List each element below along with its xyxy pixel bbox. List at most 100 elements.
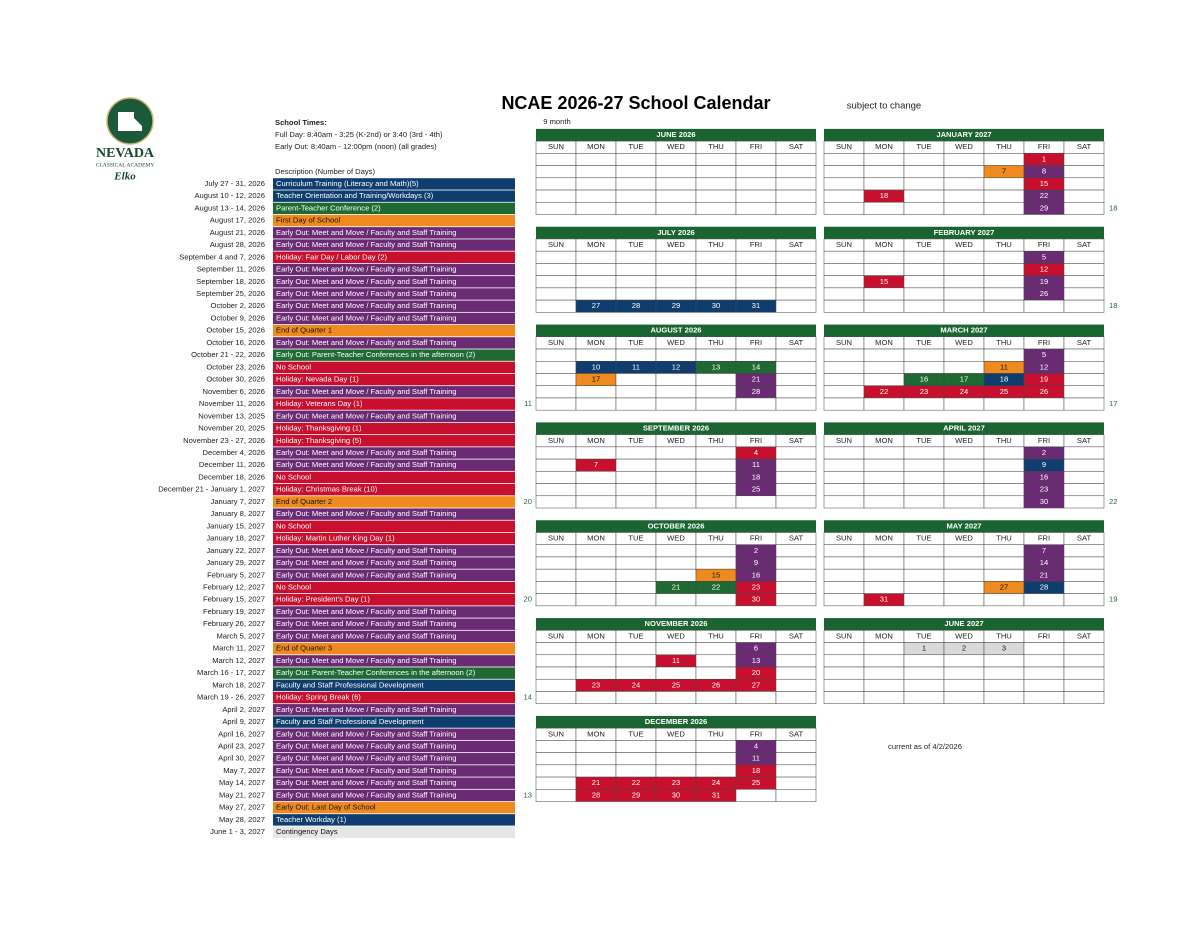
date-number: 3: [1002, 644, 1006, 653]
event-date: March 5, 2027: [216, 631, 265, 640]
date-number: 29: [552, 693, 560, 702]
event-bar: [273, 483, 515, 496]
event-bar: [273, 704, 515, 716]
day-name: FRI: [750, 729, 762, 738]
date-number: 25: [880, 203, 888, 212]
date-number: 18: [712, 179, 720, 188]
date-number: 26: [792, 778, 800, 787]
event-date: January 18, 2027: [206, 534, 265, 543]
date-number: 2: [754, 546, 758, 555]
date-number: 6: [922, 460, 926, 469]
event-date: March 19 - 26, 2027: [197, 693, 265, 702]
date-number: 28: [880, 693, 888, 702]
date-number: 16: [552, 375, 560, 384]
date-cell: [863, 153, 905, 166]
date-number: 23: [920, 387, 928, 396]
month-header: [536, 520, 816, 533]
date-number: 12: [960, 558, 968, 567]
event-bar: [273, 288, 515, 300]
event-date: May 7, 2027: [223, 766, 265, 775]
event-text: End of Quarter 2: [276, 497, 332, 506]
day-name: MON: [587, 534, 605, 543]
day-name: TUE: [628, 240, 643, 249]
date-number: 11: [1000, 265, 1008, 274]
day-name: TUE: [916, 631, 931, 640]
date-cell: [535, 446, 577, 460]
event-text: Contingency Days: [276, 827, 338, 836]
event-bar: [273, 251, 515, 264]
event-bar: [273, 202, 515, 215]
date-number: 5: [922, 167, 926, 176]
day-name: THU: [708, 631, 724, 640]
date-number: 22: [920, 680, 928, 689]
date-number: 21: [792, 668, 800, 677]
date-number: 14: [840, 277, 848, 286]
date-cell: [1023, 397, 1065, 411]
event-bar: [273, 324, 515, 337]
date-number: 25: [920, 583, 928, 592]
date-number: 10: [960, 362, 968, 371]
date-number: 10: [840, 179, 848, 188]
day-count: 17: [1109, 399, 1117, 408]
date-number: 5: [674, 350, 678, 359]
day-name: MON: [587, 240, 605, 249]
event-text: Holiday: Spring Break (6): [276, 693, 361, 702]
day-name: SAT: [789, 240, 804, 249]
event-date: February 5, 2027: [207, 570, 265, 579]
date-number: 13: [552, 472, 560, 481]
date-number: 24: [1080, 485, 1088, 494]
event-date: August 21, 2026: [210, 228, 265, 237]
date-number: 30: [672, 497, 680, 506]
date-cell: [575, 446, 617, 460]
date-number: 15: [672, 277, 680, 286]
date-number: 2: [594, 644, 598, 653]
event-text: Early Out: Meet and Move / Faculty and S…: [276, 460, 457, 469]
event-bar: [273, 386, 515, 398]
date-number: 24: [960, 387, 968, 396]
day-name: SAT: [789, 338, 804, 347]
date-number: 26: [1040, 387, 1048, 396]
date-number: 20: [752, 668, 760, 677]
event-date: August 28, 2026: [210, 240, 265, 249]
date-number: 8: [922, 656, 926, 665]
day-count: 18: [1109, 203, 1117, 212]
date-cell: [943, 446, 985, 460]
date-number: 29: [1000, 497, 1008, 506]
date-number: 6: [962, 167, 966, 176]
date-number: 9: [922, 265, 926, 274]
logo-name: NEVADA: [96, 146, 155, 161]
date-number: 20: [592, 289, 600, 298]
month-name: APRIL 2027: [943, 424, 985, 433]
day-name: SAT: [789, 631, 804, 640]
date-number: 1: [922, 644, 926, 653]
event-text: Early Out: Meet and Move / Faculty and S…: [276, 338, 457, 347]
day-name: FRI: [750, 631, 762, 640]
event-date: November 20, 2025: [198, 424, 265, 433]
date-cell: [775, 495, 817, 509]
date-number: 18: [752, 472, 760, 481]
date-number: 29: [920, 693, 928, 702]
date-cell: [1063, 593, 1105, 607]
date-number: 16: [672, 766, 680, 775]
event-text: Early Out: Meet and Move / Faculty and S…: [276, 705, 457, 714]
day-name: TUE: [628, 142, 643, 151]
day-name: FRI: [1038, 436, 1050, 445]
month-header: [536, 715, 816, 729]
date-number: 4: [794, 252, 798, 261]
date-number: 18: [632, 375, 640, 384]
date-number: 21: [592, 778, 600, 787]
date-cell: [863, 642, 905, 656]
event-bar: [273, 594, 515, 606]
date-number: 7: [594, 460, 598, 469]
date-number: 4: [714, 154, 718, 163]
month-name: SEPTEMBER 2026: [643, 424, 709, 433]
date-cell: [535, 544, 577, 558]
date-number: 16: [672, 472, 680, 481]
date-number: 22: [592, 191, 600, 200]
event-bar: [273, 447, 515, 459]
event-bar: [273, 373, 515, 386]
date-cell: [1063, 691, 1105, 704]
day-name: WED: [667, 729, 685, 738]
month-name: OCTOBER 2026: [648, 521, 705, 530]
date-number: 9: [754, 558, 758, 567]
